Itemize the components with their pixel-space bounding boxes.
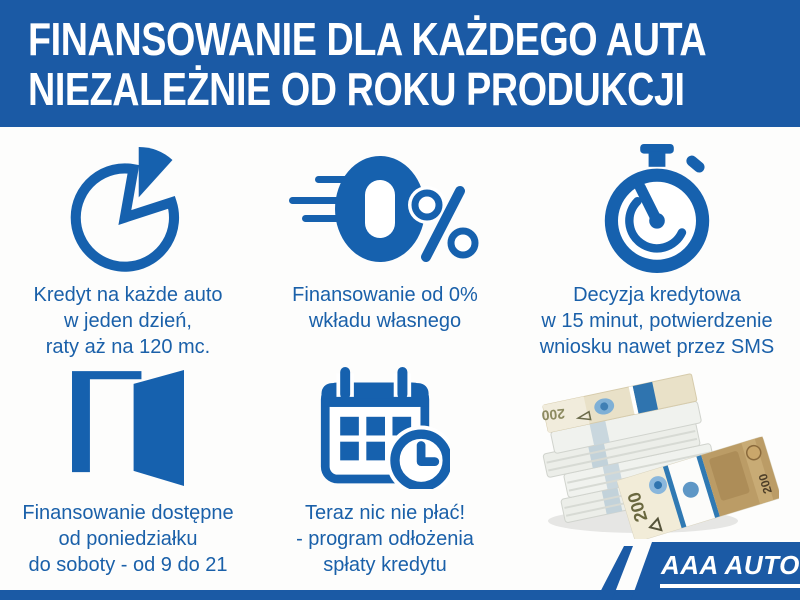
speed-line xyxy=(302,215,345,222)
icon-area xyxy=(596,144,718,273)
caption-line: Kredyt na każde auto xyxy=(33,284,223,306)
money-stacks-photo: 200 200 xyxy=(541,373,782,543)
zero-digit-counter xyxy=(365,180,395,238)
caption-line: w 15 minut, potwierdzenie xyxy=(541,310,773,332)
stopwatch-icon xyxy=(604,144,710,273)
caption-line: wkładu własnego xyxy=(308,310,462,332)
features-grid: Kredyt na każde auto w jeden dzień, raty… xyxy=(0,127,800,590)
header-title-line1: FINANSOWANIE DLA KAŻDEGO AUTA xyxy=(28,13,707,65)
caption-line: Teraz nic nie płać! xyxy=(304,502,466,524)
feature-caption: Decyzja kredytowa w 15 minut, potwierdze… xyxy=(540,282,775,360)
feature-card-decision: Decyzja kredytowa w 15 minut, potwierdze… xyxy=(514,127,800,359)
open-door-icon xyxy=(72,370,184,486)
caption-line: Finansowanie od 0% xyxy=(292,284,478,306)
icon-area xyxy=(72,365,184,491)
bottom-bar xyxy=(0,590,800,600)
pie-chart-icon xyxy=(70,147,180,272)
feature-caption: Teraz nic nie płać! - program odłożenia … xyxy=(296,500,474,578)
zero-percent-icon xyxy=(287,155,483,265)
speed-line xyxy=(315,176,361,183)
caption-line: - program odłożenia xyxy=(296,528,474,550)
banknote-value-label: 200 xyxy=(756,472,775,496)
caption-line: raty aż na 120 mc. xyxy=(45,336,211,358)
caption-line: Finansowanie dostępne xyxy=(22,502,234,524)
header-title-line2: NIEZALEŻNIE OD ROKU PRODUKCJI xyxy=(28,63,685,115)
icon-area xyxy=(60,147,196,273)
feature-card-zero-percent: Finansowanie od 0% wkładu własnego xyxy=(256,127,514,359)
caption-line: do soboty - od 9 do 21 xyxy=(28,554,228,576)
money-photo-area: 200 200 xyxy=(535,369,782,544)
header-banner: FINANSOWANIE DLA KAŻDEGO AUTA NIEZALEŻNI… xyxy=(0,0,800,127)
calendar-clock-icon xyxy=(320,367,450,489)
logo-text: AAA AUTO xyxy=(660,550,800,588)
icon-area xyxy=(320,365,450,491)
feature-card-credit: Kredyt na każde auto w jeden dzień, raty… xyxy=(0,127,256,359)
zero-digit xyxy=(335,156,425,262)
caption-line: od poniedziałku xyxy=(58,528,198,550)
caption-line: Decyzja kredytowa xyxy=(573,284,741,306)
caption-line: wniosku nawet przez SMS xyxy=(539,336,775,358)
icon-area xyxy=(287,147,483,273)
feature-card-money: 200 200 xyxy=(514,359,800,590)
percent-sign xyxy=(408,186,479,262)
aaa-auto-logo: AAA AUTO xyxy=(631,542,800,600)
feature-caption: Finansowanie dostępne od poniedziałku do… xyxy=(22,500,233,578)
caption-line: w jeden dzień, xyxy=(64,310,192,332)
feature-caption: Finansowanie od 0% wkładu własnego xyxy=(292,282,478,334)
feature-card-deferred-payment: Teraz nic nie płać! - program odłożenia … xyxy=(256,359,514,590)
feature-card-availability: Finansowanie dostępne od poniedziałku do… xyxy=(0,359,256,590)
banknote-value-label: 200 xyxy=(541,406,566,424)
caption-line: spłaty kredytu xyxy=(323,554,447,576)
speed-line xyxy=(289,197,361,204)
feature-caption: Kredyt na każde auto w jeden dzień, raty… xyxy=(33,282,222,360)
